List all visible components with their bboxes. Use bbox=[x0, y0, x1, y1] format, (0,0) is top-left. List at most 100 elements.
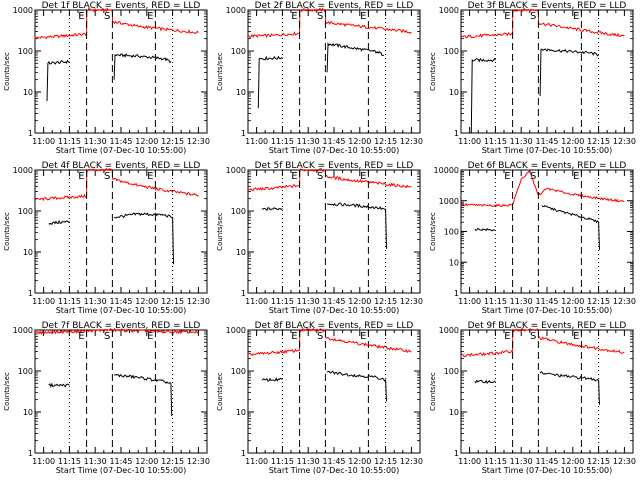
chart-title: Det 8f BLACK = Events, RED = LLD bbox=[255, 321, 414, 331]
x-tick-label: 12:00 bbox=[348, 457, 371, 466]
x-tick-label: 11:00 bbox=[32, 137, 55, 146]
x-tick-label: 12:00 bbox=[348, 137, 371, 146]
y-tick-label: 1000 bbox=[439, 6, 459, 15]
y-tick-label: 1000 bbox=[226, 166, 246, 175]
y-axis-label: Counts/sec bbox=[3, 212, 11, 251]
y-tick-label: 100 bbox=[444, 47, 459, 56]
y-axis-label: Counts/sec bbox=[429, 212, 437, 251]
series-line-black bbox=[326, 370, 387, 402]
x-tick-label: 12:15 bbox=[374, 137, 397, 146]
y-tick-label: 1 bbox=[28, 289, 33, 298]
x-tick-label: 11:15 bbox=[271, 457, 294, 466]
y-axis-label: Counts/sec bbox=[429, 52, 437, 91]
chart-title: Det 1f BLACK = Events, RED = LLD bbox=[42, 1, 201, 11]
y-tick-label: 10 bbox=[449, 408, 459, 417]
plot-frame bbox=[34, 329, 208, 454]
y-axis-label: Counts/sec bbox=[3, 52, 11, 91]
x-tick-label: 11:15 bbox=[58, 297, 81, 306]
x-axis-label: Start Time (07-Dec-10 10:55:00) bbox=[269, 146, 400, 155]
y-tick-label: 100 bbox=[444, 228, 459, 237]
event-marker-label: E bbox=[504, 331, 510, 342]
y-tick-label: 1000 bbox=[13, 326, 33, 335]
chart-panel-2: Det 2f BLACK = Events, RED = LLD 1 10 100 10… bbox=[216, 1, 423, 155]
series-line-black bbox=[539, 48, 599, 97]
x-tick-label: 11:00 bbox=[32, 457, 55, 466]
x-axis-label: Start Time (07-Dec-10 10:55:00) bbox=[269, 306, 400, 315]
x-tick-label: 11:00 bbox=[245, 137, 268, 146]
x-tick-label: 11:45 bbox=[109, 297, 132, 306]
x-tick-label: 12:00 bbox=[135, 457, 158, 466]
y-tick-label: 1000 bbox=[226, 326, 246, 335]
x-tick-label: 12:00 bbox=[561, 297, 584, 306]
x-tick-label: 11:15 bbox=[484, 137, 507, 146]
x-tick-label: 11:45 bbox=[535, 137, 558, 146]
x-tick-label: 11:00 bbox=[458, 137, 481, 146]
y-tick-label: 1000 bbox=[226, 6, 246, 15]
x-tick-label: 12:30 bbox=[613, 297, 636, 306]
x-tick-label: 12:15 bbox=[587, 137, 610, 146]
y-axis-label: Counts/sec bbox=[3, 372, 11, 411]
x-tick-label: 12:15 bbox=[374, 297, 397, 306]
series-line-red bbox=[460, 7, 625, 39]
chart-title: Det 4f BLACK = Events, RED = LLD bbox=[42, 161, 201, 171]
chart-panel-5: Det 5f BLACK = Events, RED = LLD 1 10 100 10… bbox=[216, 161, 423, 315]
chart-panel-7: Det 7f BLACK = Events, RED = LLD 1 10 100 10… bbox=[3, 321, 210, 475]
y-tick-label: 1 bbox=[241, 129, 246, 138]
y-tick-label: 1 bbox=[28, 129, 33, 138]
x-tick-label: 11:15 bbox=[271, 297, 294, 306]
y-tick-label: 1 bbox=[241, 289, 246, 298]
event-marker-label: E bbox=[360, 171, 366, 182]
event-marker-label: S bbox=[104, 11, 110, 22]
y-tick-label: 1 bbox=[454, 129, 459, 138]
y-tick-label: 1000 bbox=[439, 326, 459, 335]
x-tick-label: 11:30 bbox=[84, 137, 107, 146]
x-tick-label: 11:15 bbox=[58, 137, 81, 146]
event-marker-label: E bbox=[78, 331, 84, 342]
y-tick-label: 10 bbox=[23, 248, 33, 257]
x-tick-label: 11:30 bbox=[297, 297, 320, 306]
y-tick-label: 1000 bbox=[439, 197, 459, 206]
event-marker-label: E bbox=[573, 171, 579, 182]
series-line-red bbox=[247, 7, 412, 39]
event-marker-label: S bbox=[530, 171, 536, 182]
chart-panel-4: Det 4f BLACK = Events, RED = LLD 1 10 100 10… bbox=[3, 161, 210, 315]
x-tick-label: 12:00 bbox=[135, 137, 158, 146]
series-line-black bbox=[48, 382, 70, 388]
y-tick-label: 10 bbox=[23, 88, 33, 97]
series-line-black bbox=[470, 57, 496, 134]
series-line-red bbox=[247, 168, 412, 192]
x-tick-label: 11:45 bbox=[109, 457, 132, 466]
y-tick-label: 10 bbox=[236, 408, 246, 417]
chart-title: Det 9f BLACK = Events, RED = LLD bbox=[468, 321, 627, 331]
x-tick-label: 12:00 bbox=[561, 137, 584, 146]
chart-title: Det 6f BLACK = Events, RED = LLD bbox=[468, 161, 627, 171]
event-marker-label: S bbox=[104, 171, 110, 182]
event-marker-label: E bbox=[504, 171, 510, 182]
x-tick-label: 11:45 bbox=[322, 137, 345, 146]
x-tick-label: 11:45 bbox=[109, 137, 132, 146]
series-line-black bbox=[114, 373, 173, 417]
series-line-black bbox=[539, 371, 600, 405]
x-tick-label: 12:30 bbox=[187, 297, 210, 306]
x-tick-label: 11:15 bbox=[484, 457, 507, 466]
event-marker-label: E bbox=[147, 331, 153, 342]
y-axis-label: Counts/sec bbox=[216, 212, 224, 251]
y-tick-label: 10 bbox=[449, 258, 459, 267]
chart-title: Det 3f BLACK = Events, RED = LLD bbox=[468, 1, 627, 11]
y-axis-label: Counts/sec bbox=[429, 372, 437, 411]
chart-panel-1: Det 1f BLACK = Events, RED = LLD 1 10 100 10… bbox=[3, 1, 210, 155]
y-axis-label: Counts/sec bbox=[216, 52, 224, 91]
y-axis-label: Counts/sec bbox=[216, 372, 224, 411]
x-tick-label: 12:30 bbox=[187, 137, 210, 146]
series-line-black bbox=[46, 59, 70, 102]
event-marker-label: E bbox=[573, 11, 579, 22]
y-tick-label: 100 bbox=[444, 367, 459, 376]
chart-panel-8: Det 8f BLACK = Events, RED = LLD 1 10 100 10… bbox=[216, 321, 423, 475]
x-tick-label: 12:15 bbox=[161, 137, 184, 146]
event-marker-label: E bbox=[291, 331, 297, 342]
x-tick-label: 12:15 bbox=[161, 297, 184, 306]
x-tick-label: 11:30 bbox=[84, 297, 107, 306]
x-tick-label: 12:00 bbox=[561, 457, 584, 466]
x-axis-label: Start Time (07-Dec-10 10:55:00) bbox=[56, 306, 187, 315]
